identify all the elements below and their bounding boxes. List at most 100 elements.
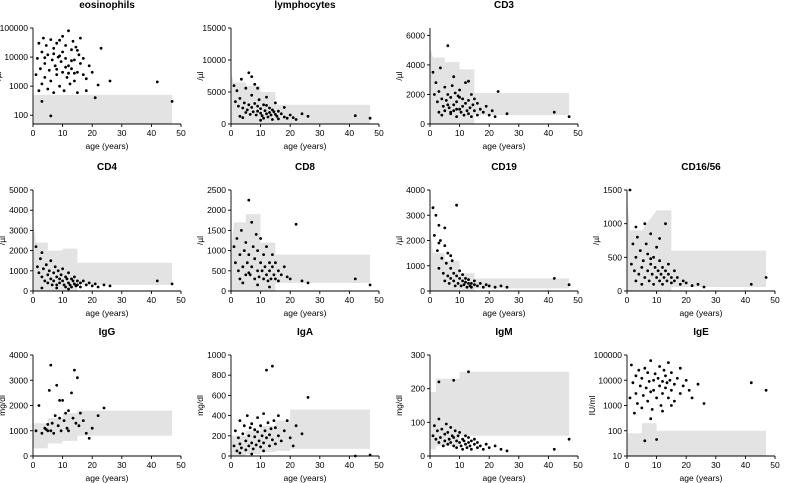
data-point bbox=[277, 269, 280, 273]
y-tick-label: 10000 bbox=[4, 52, 28, 62]
x-tick-label: 10 bbox=[455, 128, 465, 138]
x-tick-label: 10 bbox=[58, 295, 68, 305]
x-tick-label: 40 bbox=[544, 295, 554, 305]
data-point bbox=[257, 439, 261, 443]
data-point bbox=[661, 409, 664, 413]
data-point bbox=[250, 452, 254, 456]
y-tick-label: 2000 bbox=[9, 246, 28, 256]
y-tick-label: 500 bbox=[608, 252, 622, 262]
data-point bbox=[436, 249, 439, 253]
data-point bbox=[434, 437, 438, 441]
data-point bbox=[640, 406, 644, 410]
x-tick-label: 0 bbox=[229, 460, 234, 470]
data-point bbox=[268, 444, 271, 448]
data-point bbox=[288, 113, 292, 117]
x-tick-label: 30 bbox=[711, 460, 721, 470]
data-point bbox=[43, 62, 47, 65]
data-point bbox=[696, 282, 700, 286]
reference-band bbox=[627, 423, 767, 456]
data-point bbox=[53, 265, 57, 269]
y-tick-label: 1000 bbox=[207, 246, 226, 256]
data-point bbox=[684, 281, 688, 285]
data-point bbox=[272, 419, 276, 422]
data-point bbox=[567, 115, 571, 118]
x-tick-label: 50 bbox=[770, 295, 780, 305]
data-point bbox=[36, 57, 39, 60]
data-point bbox=[464, 81, 467, 84]
data-point bbox=[470, 282, 473, 285]
x-tick-label: 40 bbox=[544, 128, 554, 138]
data-point bbox=[664, 374, 667, 378]
data-point bbox=[34, 429, 38, 433]
data-point bbox=[661, 266, 664, 269]
data-point bbox=[453, 284, 457, 288]
data-point bbox=[478, 282, 482, 285]
data-point bbox=[552, 447, 556, 451]
reference-band bbox=[430, 227, 570, 291]
data-point bbox=[251, 447, 255, 451]
y-axis-label: /µl bbox=[591, 236, 601, 245]
panel-cd19: 0 10 20 30 40 50 0 1000 2000 3000 4000 CD19 age (yea… bbox=[394, 162, 583, 318]
data-point bbox=[640, 376, 644, 380]
data-point bbox=[248, 113, 252, 116]
x-tick-label: 30 bbox=[315, 128, 325, 138]
data-point bbox=[260, 269, 264, 273]
data-point bbox=[437, 380, 441, 384]
x-tick-label: 50 bbox=[573, 460, 583, 470]
data-point bbox=[628, 188, 632, 192]
panel-title: lymphocytes bbox=[274, 0, 336, 11]
y-tick-label: 200 bbox=[212, 431, 226, 441]
data-point bbox=[646, 252, 650, 256]
x-tick-label: 40 bbox=[345, 460, 355, 470]
y-tick-label: 1500 bbox=[603, 185, 622, 195]
data-point bbox=[65, 76, 69, 79]
data-point bbox=[437, 110, 441, 114]
y-tick-label: 300 bbox=[411, 350, 425, 360]
data-point bbox=[455, 203, 458, 207]
data-point bbox=[241, 106, 245, 110]
data-point bbox=[505, 285, 509, 289]
data-point bbox=[634, 225, 638, 229]
data-point bbox=[443, 85, 447, 89]
data-point bbox=[73, 282, 76, 286]
data-point bbox=[64, 44, 67, 47]
data-point bbox=[47, 389, 51, 392]
reference-band bbox=[231, 409, 371, 456]
data-point bbox=[631, 242, 635, 246]
data-point bbox=[76, 283, 79, 287]
data-point bbox=[76, 70, 79, 74]
data-point bbox=[473, 442, 476, 446]
data-point bbox=[675, 276, 679, 279]
data-point bbox=[81, 419, 85, 422]
data-point bbox=[245, 108, 249, 112]
data-point bbox=[277, 414, 280, 417]
data-point bbox=[649, 417, 653, 421]
data-point bbox=[667, 272, 670, 276]
panel-lymphocytes: 0 10 20 30 40 50 0 5000 10000 15000 lymphocytes age… bbox=[195, 0, 384, 151]
x-tick-label: 50 bbox=[573, 295, 583, 305]
data-point bbox=[266, 279, 270, 283]
data-point bbox=[250, 265, 254, 269]
data-point bbox=[49, 259, 53, 263]
data-point bbox=[234, 429, 237, 433]
data-point bbox=[271, 438, 274, 442]
data-point bbox=[470, 115, 473, 118]
data-point bbox=[431, 434, 435, 438]
y-tick-label: 1000 bbox=[9, 81, 28, 91]
x-tick-label: 40 bbox=[345, 128, 355, 138]
data-point bbox=[455, 107, 458, 111]
data-point bbox=[670, 276, 673, 279]
data-point bbox=[490, 109, 494, 113]
data-point bbox=[461, 273, 464, 276]
x-axis-label: age (years) bbox=[483, 308, 526, 318]
y-tick-label: 4000 bbox=[406, 185, 425, 195]
x-tick-label: 40 bbox=[544, 460, 554, 470]
x-tick-label: 30 bbox=[315, 295, 325, 305]
x-tick-label: 20 bbox=[484, 128, 494, 138]
data-point bbox=[79, 281, 82, 285]
x-tick-label: 0 bbox=[428, 128, 433, 138]
panel-iga: 0 10 20 30 40 50 0 200 400 600 800 1000 IgA age (year… bbox=[195, 327, 384, 483]
data-point bbox=[84, 89, 88, 93]
data-point bbox=[437, 223, 441, 227]
data-point bbox=[452, 103, 456, 107]
